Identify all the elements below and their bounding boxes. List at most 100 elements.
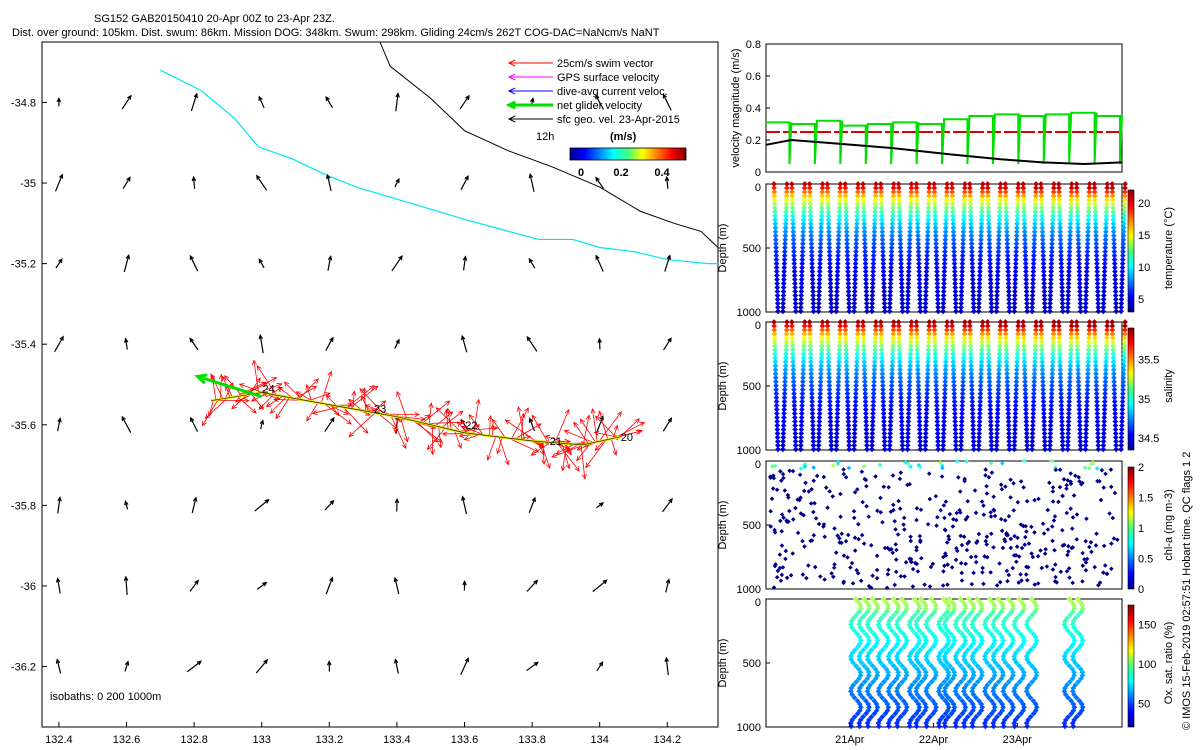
temperature-point <box>924 232 931 239</box>
temperature-point <box>985 209 992 215</box>
temperature-point <box>959 256 966 263</box>
swim-vector <box>537 441 545 455</box>
temperature-point <box>890 181 897 187</box>
temperature-point <box>908 197 914 203</box>
swim-vector <box>556 442 580 472</box>
temperature-point <box>905 272 912 279</box>
temperature-point <box>783 197 790 203</box>
geo-velocity-arrow-head <box>55 658 61 664</box>
temperature-point <box>913 193 920 199</box>
temperature-point <box>1041 276 1047 283</box>
temperature-point <box>987 280 994 287</box>
temperature-point <box>970 300 977 307</box>
temperature-point <box>816 292 822 299</box>
temperature-point <box>1032 205 1039 211</box>
temperature-point <box>1005 268 1011 275</box>
temperature-point <box>959 268 965 275</box>
temperature-point <box>1038 201 1045 207</box>
geo-velocity-arrow-head <box>256 174 261 180</box>
temperature-point <box>773 260 780 267</box>
geo-velocity-arrow <box>461 496 468 515</box>
temperature-point <box>951 248 957 255</box>
temperature-point <box>926 185 933 191</box>
temperature-point <box>967 197 974 203</box>
temperature-point <box>872 205 878 211</box>
temperature-point <box>843 232 850 239</box>
temperature-point <box>845 272 851 279</box>
temperature-point <box>978 213 985 219</box>
temperature-point <box>951 244 957 251</box>
geo-velocity-arrow-head <box>123 575 129 581</box>
temperature-point <box>872 209 878 215</box>
temperature-point <box>1003 209 1010 215</box>
temperature-point <box>818 224 824 231</box>
temperature-point <box>1040 260 1047 267</box>
geo-velocity-arrow-head <box>394 497 400 504</box>
geo-velocity-arrow <box>324 417 335 432</box>
temperature-point <box>914 224 921 231</box>
geo-velocity-arrow-head <box>664 175 670 182</box>
swim-vector <box>371 400 386 413</box>
temperature-point <box>889 216 896 223</box>
temperature-point <box>997 181 1004 187</box>
temperature-point <box>834 272 841 279</box>
temperature-point <box>861 224 868 231</box>
geo-velocity-arrow-head <box>121 415 126 421</box>
temperature-point <box>844 256 851 263</box>
temperature-point <box>1065 288 1072 295</box>
geo-velocity-arrow-head <box>329 576 334 582</box>
temperature-point <box>924 252 930 259</box>
temperature-point <box>862 256 869 263</box>
temperature-point <box>1023 276 1030 283</box>
temperature-point <box>969 252 975 259</box>
temperature-point <box>907 220 914 227</box>
geo-velocity-arrow-head <box>192 496 198 502</box>
isobath-label: isobaths: 0 200 1000m <box>50 691 161 703</box>
temperature-point <box>842 181 849 187</box>
temperature-point <box>996 213 1003 219</box>
temperature-point <box>783 209 789 215</box>
temperature-point <box>935 308 942 315</box>
temperature-point <box>906 240 913 247</box>
swim-vector-head <box>396 390 401 397</box>
temperature-point <box>986 236 993 243</box>
temperature-point <box>987 252 993 259</box>
temperature-point <box>924 248 931 255</box>
temperature-point <box>1023 284 1030 291</box>
temperature-point <box>952 276 958 283</box>
temperature-point <box>1083 268 1090 275</box>
geo-velocity-arrow <box>526 580 538 592</box>
geo-velocity-arrow <box>526 661 539 672</box>
temperature-point <box>1005 264 1011 271</box>
temperature-point <box>871 224 878 231</box>
temperature-point <box>800 220 807 227</box>
swim-vector-head <box>637 429 644 435</box>
geo-velocity-arrow-head <box>191 175 197 182</box>
swim-vector <box>473 399 480 434</box>
temperature-point <box>888 268 894 275</box>
temperature-point <box>1066 240 1073 247</box>
swim-vector <box>598 411 622 442</box>
temperature-point <box>1059 280 1065 287</box>
geo-velocity-arrow <box>259 335 264 354</box>
temperature-point <box>845 288 852 295</box>
swim-vector-head <box>457 443 462 450</box>
temperature-point <box>1057 240 1064 247</box>
temperature-point <box>1076 260 1082 267</box>
temperature-point <box>798 284 805 291</box>
temperature-point <box>810 284 816 291</box>
temperature-point <box>853 240 860 247</box>
temperature-point <box>1003 205 1009 211</box>
temperature-point <box>1059 308 1066 315</box>
temperature-point <box>1059 300 1066 307</box>
temperature-point <box>969 256 976 263</box>
chla-ytick-label: 500 <box>743 520 761 532</box>
temperature-point <box>1024 304 1030 311</box>
temperature-point <box>783 193 790 199</box>
geo-velocity-arrow-head <box>258 95 263 101</box>
temperature-point <box>942 236 949 243</box>
temperature-point <box>869 304 875 311</box>
temperature-point <box>1041 292 1048 299</box>
temperature-point <box>925 205 932 211</box>
temperature-point <box>932 224 939 231</box>
